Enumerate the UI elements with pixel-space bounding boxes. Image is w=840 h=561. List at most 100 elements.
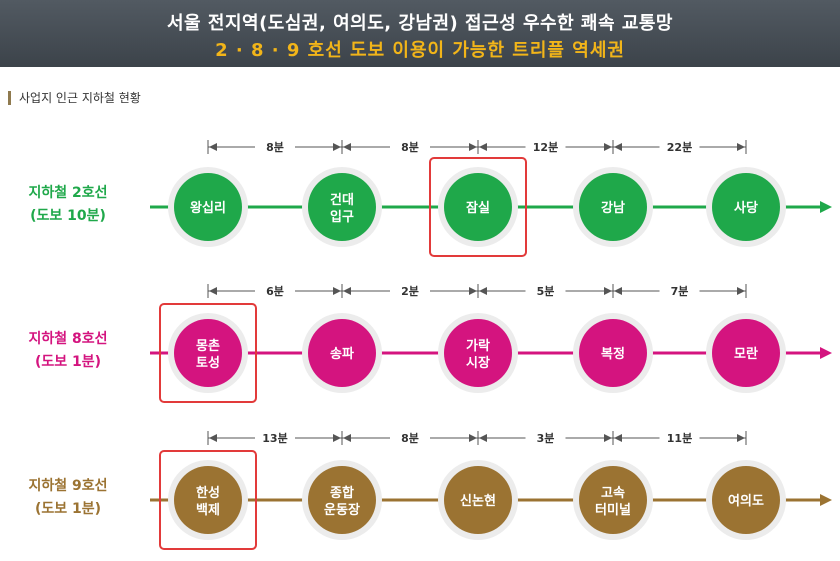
duration-arrow-right [469,143,477,151]
station-name: 토성 [196,356,220,371]
duration-label: 22분 [667,141,692,154]
section-label: 사업지 인근 지하철 현황 [8,91,141,105]
duration-arrow-right [737,143,745,151]
duration-arrow-left [614,434,622,442]
duration-arrow-right [737,287,745,295]
station-name: 고속 [601,486,625,501]
duration-label-bg [659,139,700,155]
duration-label-bg [255,430,295,446]
station-circle [444,319,512,387]
station-name: 터미널 [595,502,631,518]
station-name: 강남 [601,200,625,216]
route-arrow [820,201,832,213]
duration-arrow-right [604,287,612,295]
header-subtitle: 2 · 8 · 9 호선 도보 이용이 가능한 트리플 역세권 [215,40,625,61]
duration-label-bg [390,283,430,299]
duration-arrow-left [614,143,622,151]
duration-label: 7분 [671,285,689,298]
station-name: 백제 [196,503,220,518]
duration-arrow-left [343,143,351,151]
duration-arrow-right [604,143,612,151]
station-circle [444,466,512,534]
duration-arrow-left [614,287,622,295]
highlight-box [159,303,257,403]
station-name: 운동장 [324,502,360,518]
line-walk-time: (도보 10분) [30,208,106,224]
station-name: 신논현 [460,493,496,509]
duration-arrow-right [604,434,612,442]
duration-arrow-right [737,434,745,442]
station-name: 송파 [330,347,354,362]
highlight-box [159,450,257,550]
duration-arrow-left [343,434,351,442]
line-walk-time: (도보 1분) [35,501,101,517]
station-name: 시장 [466,355,490,371]
station-circle [444,173,512,241]
station-name: 왕십리 [190,200,226,216]
duration-label-bg [659,430,700,446]
line-name: 지하철 2호선 [28,184,107,201]
station-circle [712,466,780,534]
station-name: 사당 [734,200,758,216]
duration-label: 8분 [401,432,419,445]
station-name: 잠실 [466,200,490,216]
station-circle [174,173,242,241]
duration-arrow-right [333,434,341,442]
duration-arrow-left [479,287,487,295]
duration-arrow-right [333,143,341,151]
duration-arrow-left [479,143,487,151]
line-name: 지하철 9호선 [28,477,107,494]
duration-label-bg [525,430,566,446]
station-circle [579,466,647,534]
station-name: 건대 [330,192,354,208]
station-circle [308,319,376,387]
duration-label-bg [525,283,566,299]
station-circle [712,173,780,241]
duration-label: 8분 [266,141,284,154]
duration-arrow-left [209,143,217,151]
station-circle [579,319,647,387]
line-walk-time: (도보 1분) [35,354,101,370]
duration-label: 11분 [667,432,692,445]
station-name: 가락 [466,339,490,354]
station-name: 여의도 [728,493,764,509]
station-circle [308,173,376,241]
duration-label-bg [255,139,295,155]
duration-label: 3분 [537,432,555,445]
station-name: 복정 [601,346,625,362]
duration-arrow-right [333,287,341,295]
station-circle [308,466,376,534]
route-arrow [820,347,832,359]
duration-arrow-left [209,434,217,442]
station-circle [712,319,780,387]
line-name: 지하철 8호선 [28,330,107,347]
duration-arrow-left [209,287,217,295]
duration-label-bg [255,283,295,299]
station-circle [174,319,242,387]
duration-arrow-left [343,287,351,295]
duration-label-bg [659,283,700,299]
duration-arrow-right [469,434,477,442]
station-name: 몽촌 [196,339,220,354]
duration-arrow-right [469,287,477,295]
duration-label-bg [390,139,430,155]
header-banner: 서울 전지역(도심권, 여의도, 강남권) 접근성 우수한 쾌속 교통망 2 ·… [0,0,840,67]
duration-label: 5분 [537,285,555,298]
station-name: 입구 [330,210,354,225]
duration-label-bg [525,139,566,155]
highlight-box [429,157,527,257]
duration-label: 13분 [262,432,287,445]
station-circle [579,173,647,241]
header-title: 서울 전지역(도심권, 여의도, 강남권) 접근성 우수한 쾌속 교통망 [167,13,673,34]
duration-label: 6분 [266,285,284,298]
duration-label: 2분 [401,285,419,298]
route-arrow [820,494,832,506]
station-name: 한성 [196,485,220,501]
duration-label-bg [390,430,430,446]
duration-label: 12분 [533,141,558,154]
duration-label: 8분 [401,141,419,154]
duration-arrow-left [479,434,487,442]
station-name: 모란 [734,347,758,362]
station-name: 종합 [330,485,354,501]
